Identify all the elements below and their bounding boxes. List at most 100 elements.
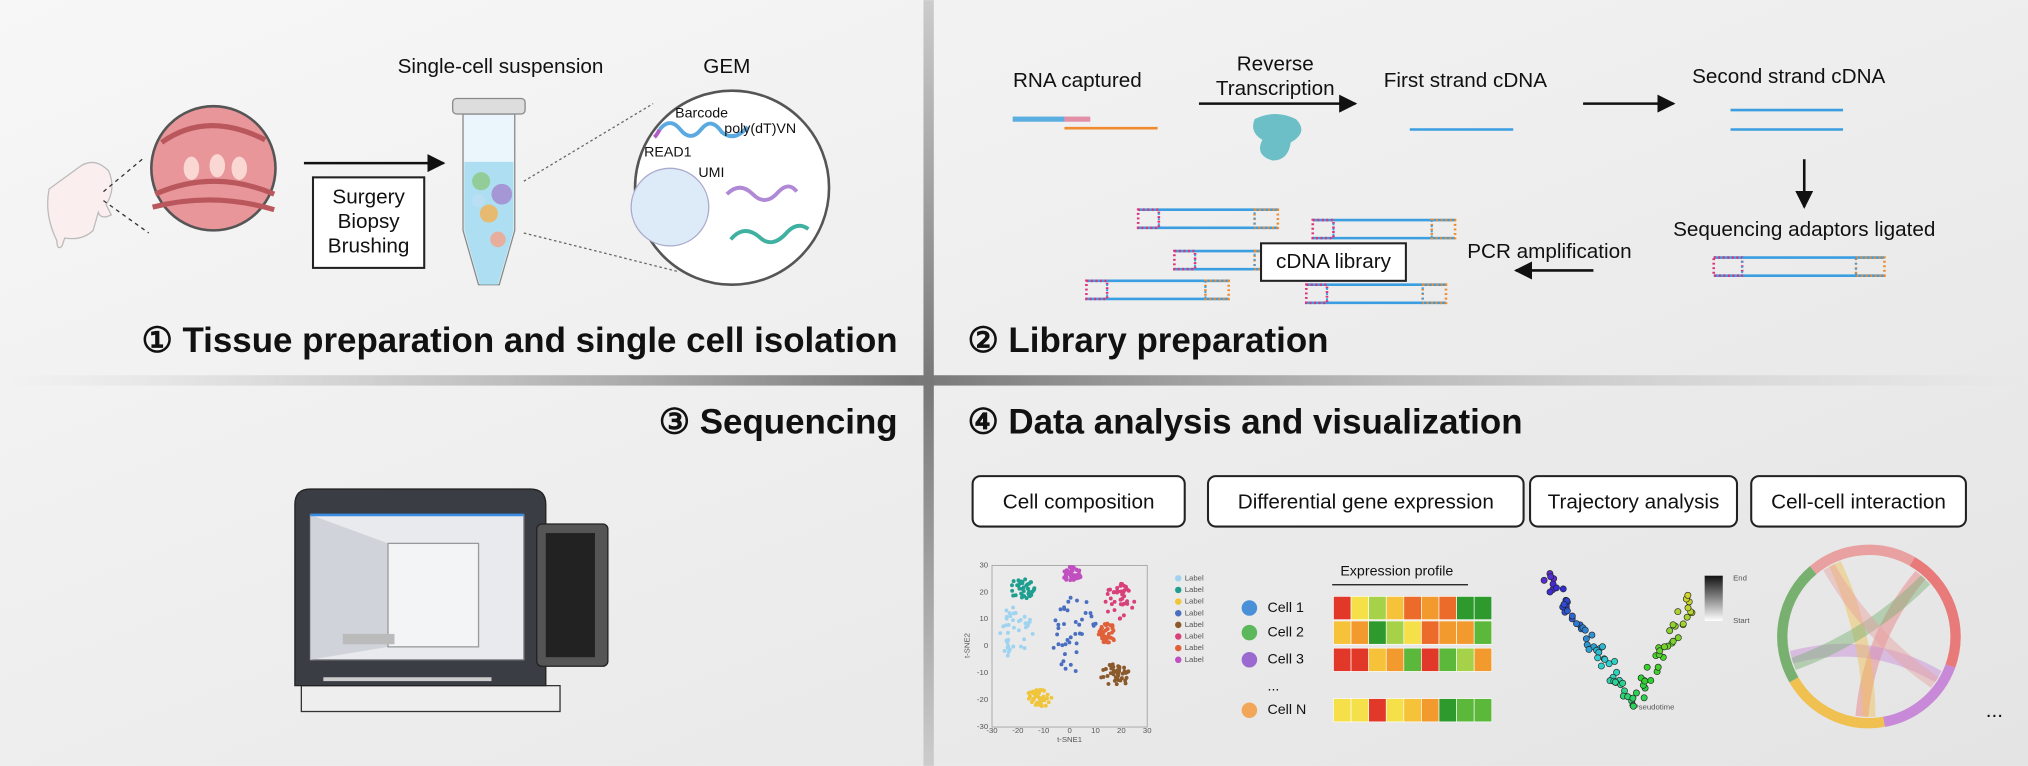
heat-cell [1456, 698, 1475, 723]
panel-tissue: Surgery Biopsy Brushing Single-cell susp… [47, 55, 898, 360]
heat-cell [1456, 647, 1475, 672]
cell-dot [1029, 700, 1034, 705]
cell-dot [1106, 681, 1111, 686]
heat-cell [1421, 620, 1440, 645]
cell-dot [1108, 623, 1112, 627]
cell-dot [1123, 681, 1128, 686]
legend-swatch [1175, 656, 1182, 664]
heat-cell [1333, 647, 1352, 672]
cell-dot [1032, 696, 1037, 701]
cell-dot [1063, 642, 1068, 647]
cell-dot [1068, 662, 1073, 667]
cell-dot [1062, 622, 1066, 626]
trajectory-cell [1588, 631, 1596, 639]
legend-swatch [1175, 609, 1182, 617]
cell-dot [1120, 671, 1125, 676]
heat-cell [1438, 647, 1457, 672]
cell-dot [1022, 646, 1027, 651]
heat-cell [1385, 596, 1405, 621]
cell-label: Cell 1 [1268, 600, 1304, 616]
cell-dot [1105, 640, 1110, 645]
trajectory-cell [1654, 663, 1662, 671]
cell-dot [1068, 635, 1073, 640]
cell-dot [1016, 578, 1021, 583]
cell-dot [1073, 620, 1078, 624]
tick-label: 10 [1091, 726, 1100, 735]
trajectory-label: Start [1733, 616, 1750, 625]
cell-label: Cell 3 [1268, 652, 1304, 668]
cell-dot [1005, 640, 1010, 645]
trajectory-cell [1611, 658, 1619, 665]
analysis-label: Cell-cell interaction [1771, 491, 1946, 514]
cell-dot [1071, 565, 1076, 570]
trajectory-cell [1643, 663, 1651, 671]
cell-dot [1122, 594, 1127, 599]
cell-dot [1022, 614, 1027, 619]
step-label: Reverse [1237, 52, 1314, 75]
tick-label: 10 [980, 614, 989, 623]
trajectory-cell [1581, 626, 1589, 634]
head-icon [47, 161, 113, 249]
cell-dot [1006, 630, 1010, 635]
cell-dot [1112, 678, 1117, 683]
cell-dot [1088, 611, 1093, 615]
step-label: PCR amplification [1467, 240, 1631, 263]
cell-dot [1073, 669, 1078, 673]
cell-dot [1030, 631, 1035, 636]
cell-dot [1080, 632, 1084, 636]
chord-arc [1882, 664, 1956, 727]
cell-dot [1017, 582, 1022, 586]
analysis-box [971, 475, 1186, 528]
rungs [1106, 279, 1207, 300]
cell-dot [1109, 635, 1114, 640]
axis-label: t-SNE2 [962, 633, 971, 658]
cell-icon [1241, 702, 1258, 718]
trajectory-cell [1599, 643, 1606, 651]
heat-cell [1456, 596, 1475, 621]
cell-dot [1101, 639, 1106, 644]
axis-label: t-SNE1 [1057, 735, 1082, 744]
chord-arc [1909, 556, 1961, 668]
heat-cell [1368, 647, 1387, 672]
panel-title: ① Tissue preparation and single cell iso… [141, 321, 897, 360]
cell-dot [1118, 602, 1123, 607]
trajectory-cell [1601, 656, 1609, 663]
gem-part: poly(dT)VN [724, 121, 796, 137]
more: ... [1986, 699, 2003, 722]
cell-dot [1023, 621, 1028, 626]
cell-dot [1103, 667, 1108, 671]
chord-arc [1809, 544, 1915, 575]
heat-cell [1350, 620, 1369, 645]
cell-dot [1075, 598, 1079, 603]
cell-dot [1020, 593, 1025, 598]
cell-dot [1118, 597, 1123, 602]
panel-analysis: ④ Data analysis and visualization Cell c… [962, 403, 2003, 744]
method-box [311, 176, 426, 269]
step-label: First strand cDNA [1384, 69, 1547, 92]
cell-dot [1106, 631, 1111, 636]
cell-dot [1122, 588, 1127, 593]
legend-label: Label [1185, 608, 1204, 617]
heat-cell [1385, 698, 1405, 723]
cell-dot [1105, 592, 1110, 596]
heat-cell [1350, 596, 1369, 621]
cell-dot [1108, 671, 1113, 676]
trajectory-cell [1630, 702, 1637, 710]
cell-dot [1126, 669, 1131, 674]
tick-label: 30 [1143, 726, 1152, 735]
chord-link [1829, 561, 1876, 717]
cell-dot [1122, 583, 1126, 588]
trajectory-cell [1684, 591, 1692, 599]
trajectory-cell [1553, 584, 1560, 592]
cell-dot [1111, 668, 1116, 673]
heat-cell [1385, 620, 1405, 645]
cell-dot [1065, 608, 1070, 613]
heat-cell [1385, 647, 1405, 672]
cell-dot [1053, 618, 1058, 623]
cell-dot [1010, 618, 1015, 623]
cell-dot [1056, 642, 1061, 647]
heat-cell [1368, 620, 1387, 645]
heat-cell [1350, 698, 1369, 723]
heat-cell [1333, 620, 1352, 645]
cell-dot [1041, 688, 1046, 693]
